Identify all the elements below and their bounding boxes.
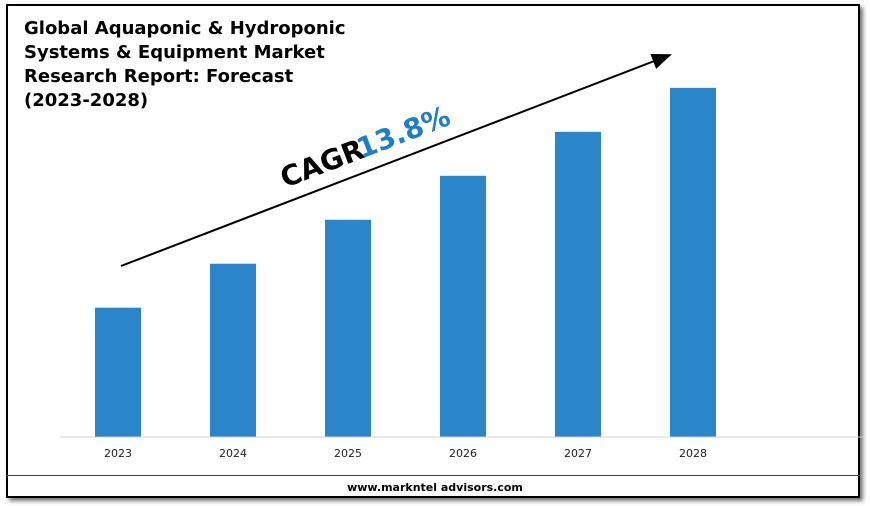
x-tick-label-2024: 2024: [219, 447, 247, 460]
bar-2026: [440, 175, 486, 438]
x-tick-labels: 2023 2024 2025 2026 2027 2028: [104, 447, 707, 460]
bar-2025: [325, 219, 371, 437]
source-url: www.markntel advisors.com: [347, 481, 523, 494]
growth-trend-arrow: [120, 53, 672, 267]
x-tick-label-2023: 2023: [104, 447, 132, 460]
x-tick-label-2026: 2026: [449, 447, 477, 460]
x-tick-label-2027: 2027: [564, 447, 592, 460]
cagr-value: 13.8%: [352, 100, 455, 166]
chart-frame: [6, 4, 860, 498]
bar-2027: [555, 131, 601, 438]
footer-divider: [6, 475, 860, 476]
x-tick-label-2025: 2025: [334, 447, 362, 460]
chart-title: Global Aquaponic & Hydroponic Systems & …: [24, 18, 346, 111]
bar-2023: [95, 307, 141, 437]
bar-2028: [670, 87, 716, 438]
x-tick-label-2028: 2028: [679, 447, 707, 460]
bar-2024: [210, 263, 256, 437]
bar-series: [95, 87, 716, 438]
